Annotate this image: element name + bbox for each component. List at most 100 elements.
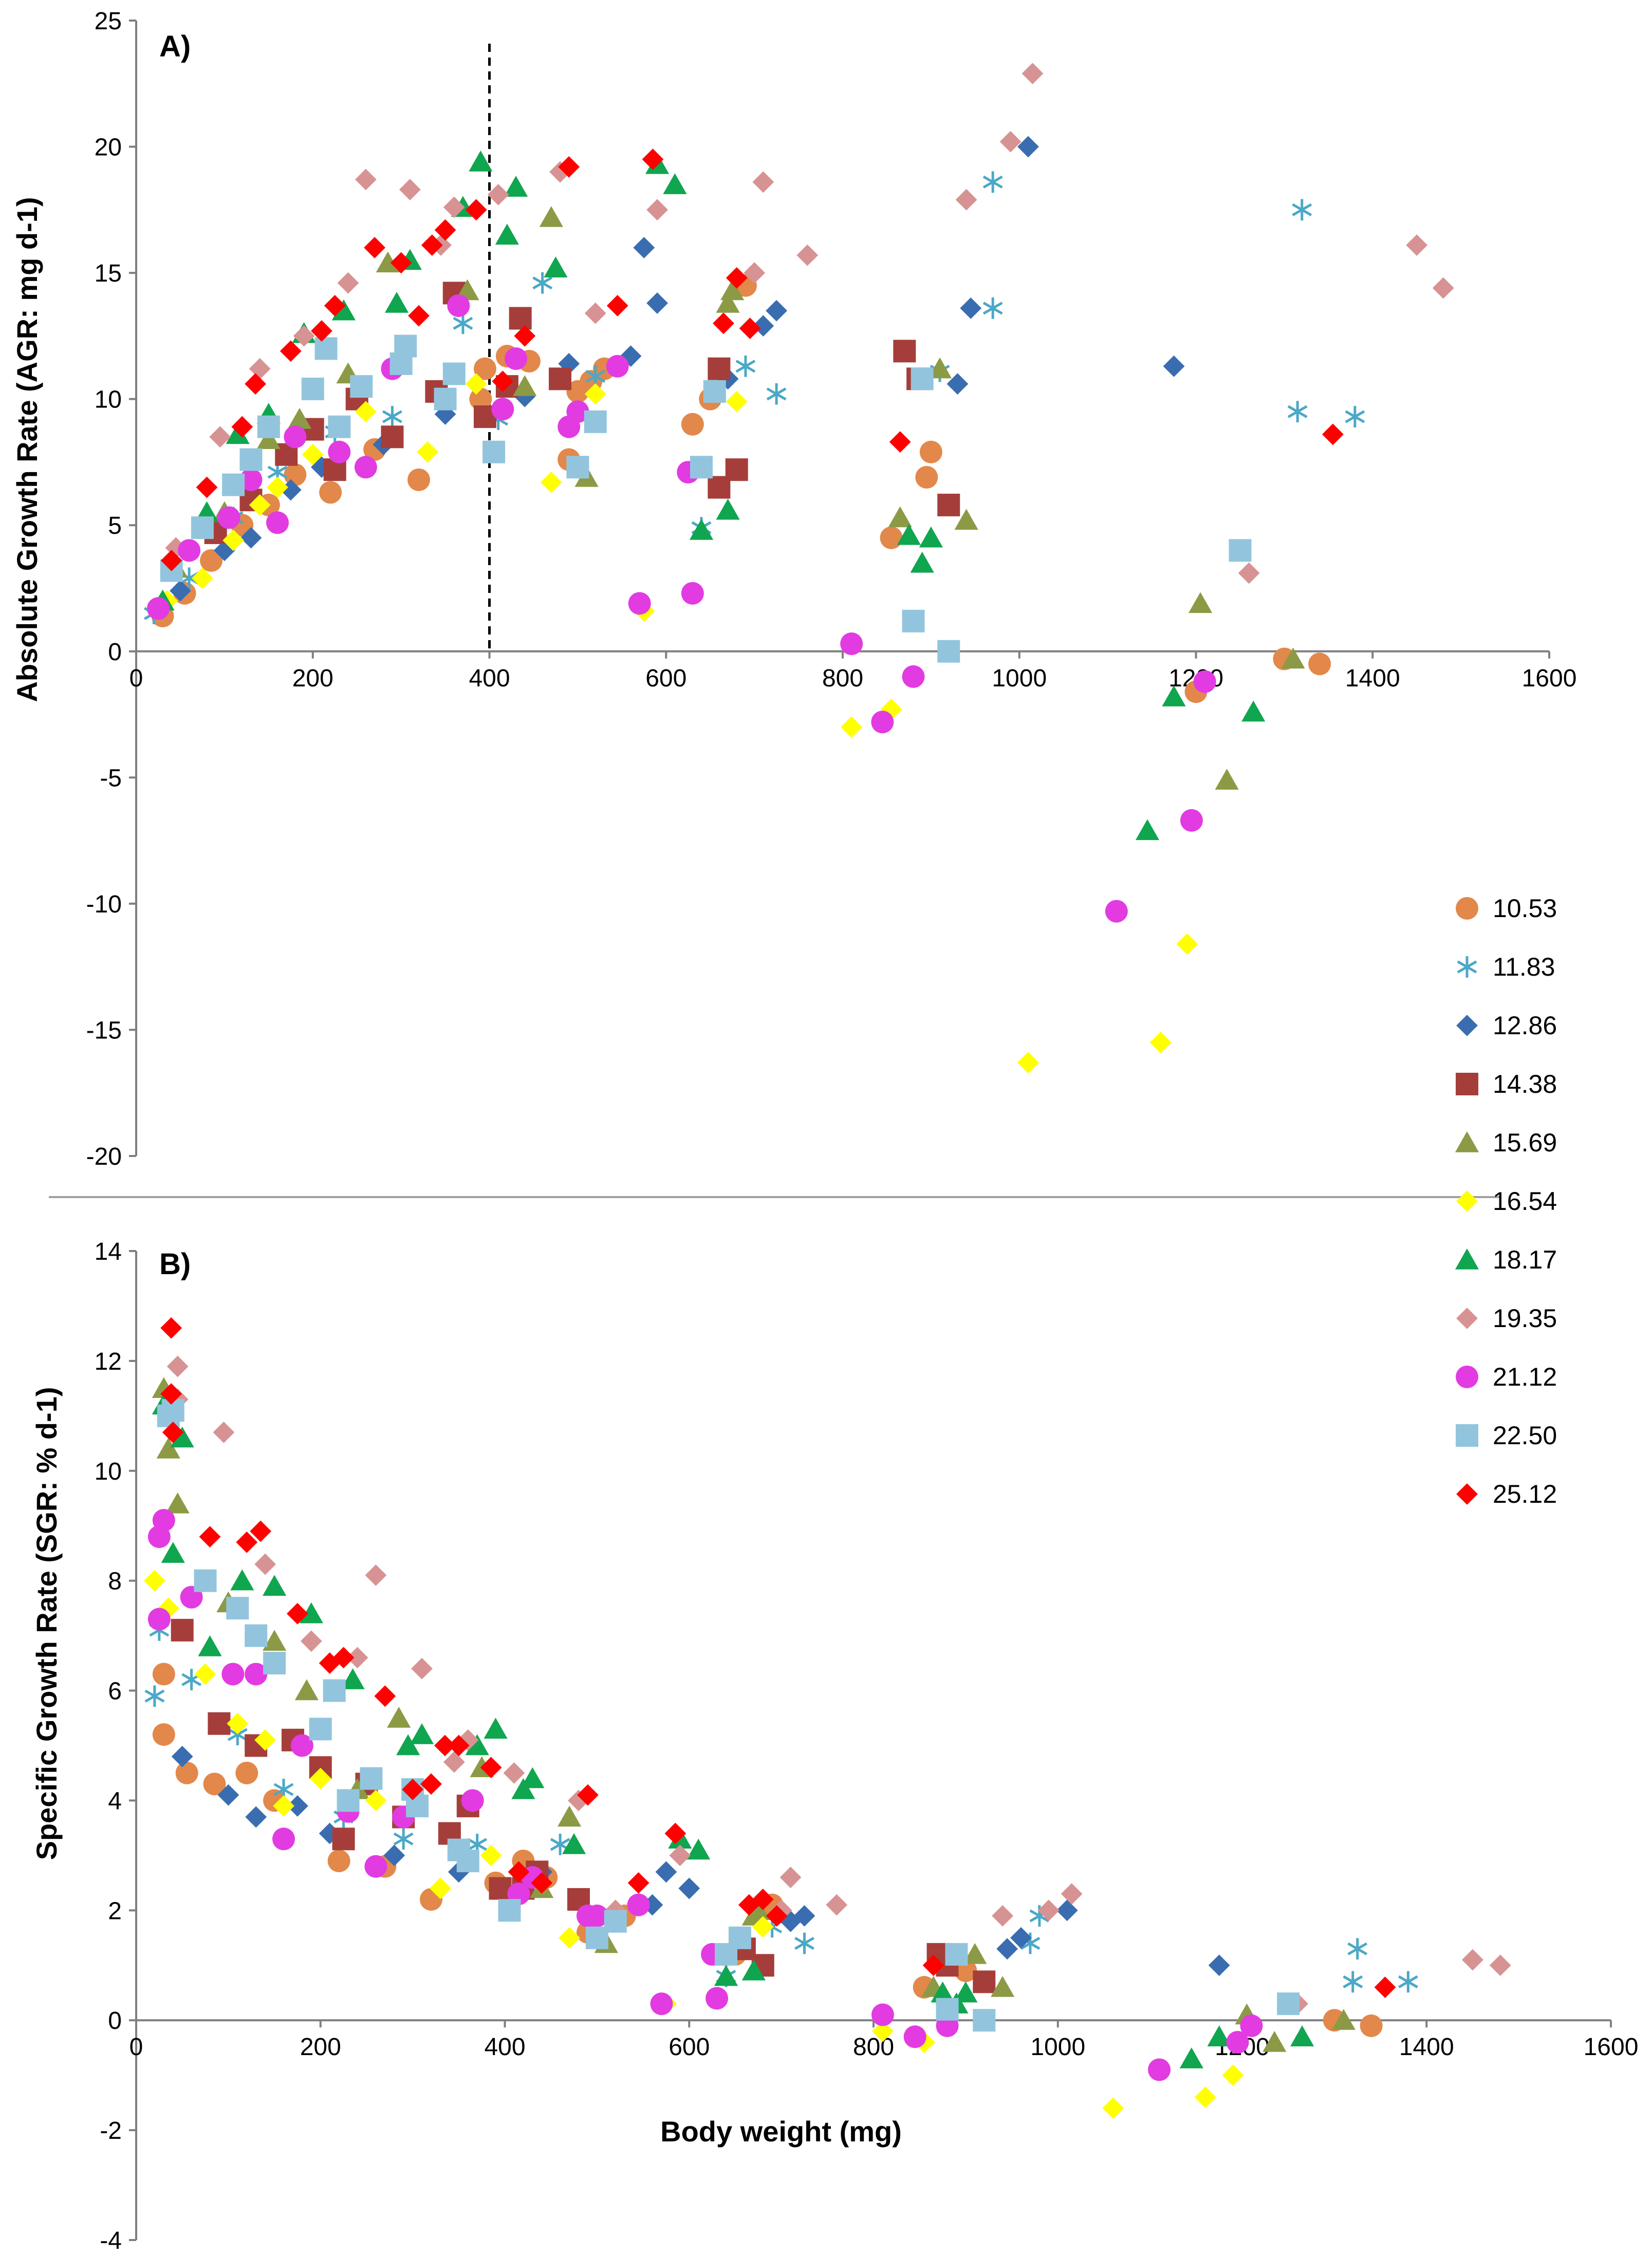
a-point [513,375,537,396]
a-point [1022,63,1044,85]
b-point [498,1899,521,1922]
a-point [350,375,373,398]
b-point [1398,1971,1418,1993]
a-point [558,156,580,178]
b-point [1194,2086,1216,2108]
b-y-tick-label: 12 [95,1348,122,1375]
b-point [287,1602,308,1625]
b-point [217,1784,239,1806]
legend-marker [1456,1424,1478,1447]
b-point [434,1734,456,1757]
legend-item: 25.12 [1456,1480,1557,1508]
a-point [663,173,687,194]
b-point [208,1712,231,1735]
a-point [376,251,400,273]
a-point [982,171,1003,193]
legend-marker [1456,1015,1478,1036]
a-point [690,456,713,479]
a-point [319,481,342,504]
b-point [263,1652,286,1675]
panel-b-axes [129,1250,1612,2241]
a-x-tick-label: 1400 [1345,665,1400,692]
a-point [584,410,607,433]
b-point [585,1905,608,1928]
legend-marker [1456,1073,1478,1095]
a-point [726,267,748,289]
legend-label: 18.17 [1493,1245,1557,1274]
b-point [738,1894,760,1916]
b-point [714,1965,738,1986]
a-y-tick-label: -10 [86,891,122,918]
b-point [332,1647,355,1669]
b-point [156,1438,180,1459]
a-point [937,640,960,663]
b-point [245,1624,268,1647]
legend-marker [1455,1248,1479,1270]
b-point [1226,2031,1249,2054]
b-point [410,1723,434,1744]
b-series-22-50 [157,1399,1300,2032]
b-point [299,1602,323,1624]
b-point [364,1855,387,1878]
legend-marker [1456,897,1478,920]
a-y-tick-label: 0 [108,639,122,666]
b-point [443,1751,465,1773]
a-point [240,527,262,549]
a-point [417,441,439,463]
b-point [213,1422,235,1443]
b-point [396,1734,420,1756]
b-point [170,1426,194,1448]
a-point [1292,199,1312,221]
b-point [480,1757,502,1779]
b-point [290,1734,313,1757]
b-point [1056,1899,1078,1922]
b-point [686,1838,711,1860]
panel-b: B) -4-2024681012140200400600800100012001… [30,1238,1638,2254]
a-point [937,493,960,516]
a-point [735,355,756,377]
a-point [231,416,253,438]
a-y-tick-label: 25 [95,8,122,35]
b-point [1263,2031,1287,2052]
legend: 10.53 11.83 12.86 14.38 15.69 16.54 18.17 19.35… [1455,894,1557,1508]
b-point [165,1492,190,1514]
a-point [170,580,191,602]
b-point [1240,2014,1263,2037]
a-point [178,539,201,562]
b-point [1347,1938,1368,1960]
a-point [328,440,351,463]
b-point [991,1976,1015,1997]
b-point [198,1635,222,1656]
b-point [272,1827,295,1851]
legend-marker [1456,1308,1478,1329]
a-point [1162,685,1186,706]
a-point [284,425,307,449]
b-point [508,1861,530,1883]
a-y-tick-label: -5 [100,764,122,792]
a-point [716,292,740,313]
b-y-tick-label: 6 [108,1678,122,1705]
b-x-tick-label: 600 [669,2034,710,2061]
b-point [337,1789,360,1812]
b-point [871,2003,894,2026]
b-point [374,1685,396,1707]
a-point [1281,647,1305,669]
legend-marker [1457,956,1477,978]
b-point [746,1899,770,1920]
a-point [407,468,430,491]
b-point [226,1597,249,1620]
b-point [577,1784,599,1806]
a-point [642,148,664,171]
a-point [841,716,863,738]
a-point [646,292,668,314]
a-point [492,370,514,393]
a-point [443,196,465,218]
a-point [919,440,942,463]
b-point [402,1779,424,1800]
legend-label: 25.12 [1493,1480,1557,1508]
a-point [689,519,714,540]
legend-item: 19.35 [1456,1304,1557,1333]
a-point [1149,1032,1172,1053]
a-point [239,448,263,471]
b-x-tick-label: 1400 [1399,2034,1454,2061]
